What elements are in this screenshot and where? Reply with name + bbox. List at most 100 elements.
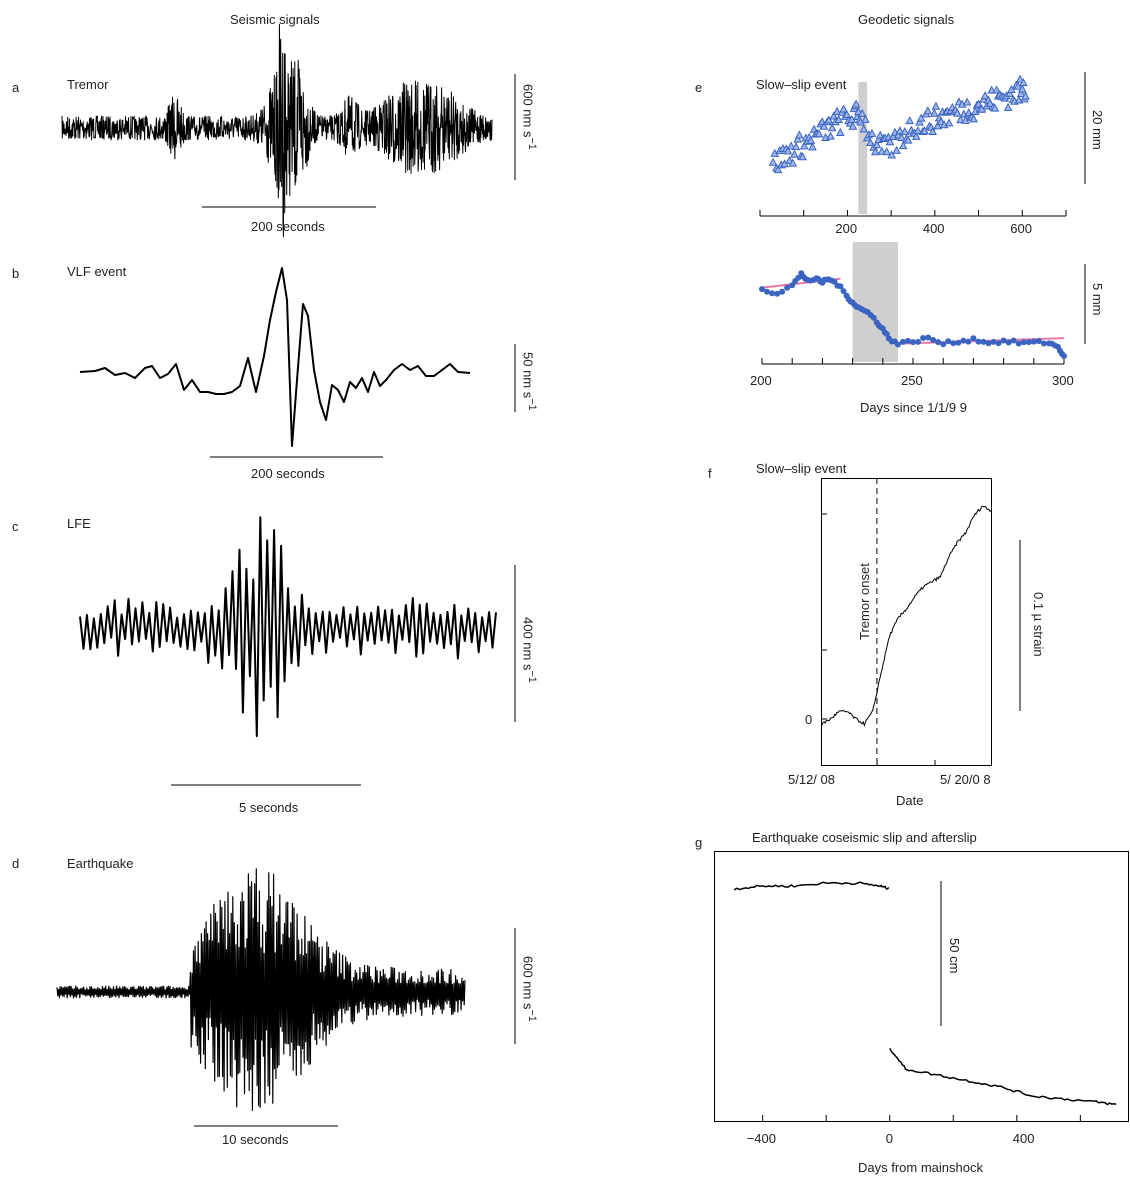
e-top-point xyxy=(814,129,824,138)
panel-g-scale: 50 cm xyxy=(947,938,962,974)
panel-letter-d: d xyxy=(12,856,20,871)
panel-f-xlabel: Date xyxy=(896,793,924,808)
e-top-point xyxy=(882,147,892,156)
panel-letter-g: g xyxy=(695,835,703,850)
e-top-point xyxy=(962,97,972,106)
e-top-shade xyxy=(858,82,868,214)
e-bottom-point xyxy=(985,340,992,347)
e-top-point xyxy=(916,113,926,122)
e-top-point xyxy=(1007,84,1016,93)
e-bottom-point xyxy=(930,336,937,343)
e-bottom-point xyxy=(883,330,890,337)
e-top-point xyxy=(859,124,869,133)
e-bottom-point xyxy=(759,286,765,293)
e-top-point xyxy=(799,141,809,150)
e-bottom-point xyxy=(1025,339,1032,346)
e-top-point xyxy=(944,118,954,127)
e-top-point xyxy=(867,128,877,137)
e-top-point xyxy=(1016,88,1026,97)
e-top-point xyxy=(866,137,875,147)
seismic-header: Seismic signals xyxy=(230,12,320,27)
e-bottom-point xyxy=(925,334,932,341)
panel-e-title: Slow–slip event xyxy=(756,77,847,92)
e-top-point xyxy=(798,152,807,161)
e-top-point xyxy=(885,137,895,146)
panel-e-top-scale: 20 mm xyxy=(1090,110,1105,150)
e-top-point xyxy=(819,121,829,130)
panel-letter-e: e xyxy=(695,80,703,95)
e-top-point xyxy=(952,108,962,117)
panel-f-frame xyxy=(821,478,992,766)
e-top-point xyxy=(980,91,990,100)
e-bottom-point xyxy=(764,288,771,295)
e-bottom-point xyxy=(1040,340,1047,347)
e-top-point xyxy=(933,121,942,130)
e-bottom-point xyxy=(1035,338,1042,345)
e-bottom-point xyxy=(935,339,942,346)
e-top-point xyxy=(827,123,837,132)
e-top-point xyxy=(829,111,839,120)
f-y-tick-zero: 0 xyxy=(805,712,813,727)
e-top-point xyxy=(768,157,778,166)
panel-b-title: VLF event xyxy=(67,264,127,279)
e-bottom-point xyxy=(894,341,901,348)
e-bottom-point xyxy=(960,337,967,344)
e-top-point xyxy=(861,114,870,123)
panel-f-plot xyxy=(821,478,992,766)
tremor-onset-annotation: Tremor onset xyxy=(857,563,872,640)
e-top-tick-label: 200 xyxy=(835,221,858,236)
f-scale-bar xyxy=(1019,540,1021,711)
f-x-tick-end: 5/ 20/0 8 xyxy=(940,772,991,787)
e-top-point xyxy=(848,121,858,130)
e-top-point xyxy=(857,108,867,117)
e-top-point xyxy=(808,142,817,151)
e-bottom-point xyxy=(1010,337,1017,344)
e-top-point xyxy=(969,114,978,123)
panel-d-title: Earthquake xyxy=(67,856,134,871)
e-bottom-point xyxy=(940,341,947,348)
e-bottom-point xyxy=(1020,339,1027,346)
e-top-tick-label: 400 xyxy=(922,221,945,236)
e-bottom-point xyxy=(995,340,1002,347)
e-bottom-point xyxy=(779,288,786,295)
g-afterslip-line xyxy=(889,1048,1117,1106)
panel-d-amp-scale: 600 nm s−1 xyxy=(520,956,538,1022)
panel-f-scale: 0.1 µ strain xyxy=(1031,592,1046,657)
e-top-point xyxy=(992,85,1001,94)
panel-e-bottom-scale: 5 mm xyxy=(1090,283,1105,316)
e-top-point xyxy=(835,127,845,136)
e-top-point xyxy=(903,135,913,144)
tremor-trace xyxy=(61,23,516,238)
e-top-point xyxy=(790,149,799,158)
e-bottom-point xyxy=(965,338,972,345)
e-top-point xyxy=(870,147,880,156)
e-top-point xyxy=(892,145,901,154)
e-bottom-point xyxy=(904,337,911,344)
e-bottom-point xyxy=(1015,340,1022,347)
e-top-point xyxy=(793,134,803,143)
e-top-point xyxy=(985,98,995,107)
e-top-point xyxy=(834,114,844,123)
e-top-point xyxy=(839,104,848,113)
e-top-point xyxy=(842,110,852,119)
e-top-point xyxy=(915,117,924,126)
e-bottom-point xyxy=(784,284,791,291)
panel-g-title: Earthquake coseismic slip and afterslip xyxy=(752,830,977,845)
panel-letter-c: c xyxy=(12,519,19,534)
e-bottom-point xyxy=(1061,353,1067,359)
e-top-point xyxy=(824,115,834,124)
panel-g-frame xyxy=(714,851,1129,1122)
e-top-point xyxy=(931,101,941,110)
g-tick-label: 0 xyxy=(885,1131,893,1146)
e-top-point xyxy=(913,126,923,135)
vlf-trace xyxy=(79,267,516,458)
panel-letter-b: b xyxy=(12,266,20,281)
e-top-point xyxy=(1003,102,1013,111)
e-bottom-point xyxy=(1005,339,1012,346)
e-bottom-point xyxy=(789,282,796,289)
e-top-tick-label: 600 xyxy=(1010,221,1032,236)
e-top-point xyxy=(936,117,946,126)
e-top-point xyxy=(851,99,861,108)
e-top-point xyxy=(929,108,939,117)
panel-a-time-scale: 200 seconds xyxy=(251,219,325,234)
